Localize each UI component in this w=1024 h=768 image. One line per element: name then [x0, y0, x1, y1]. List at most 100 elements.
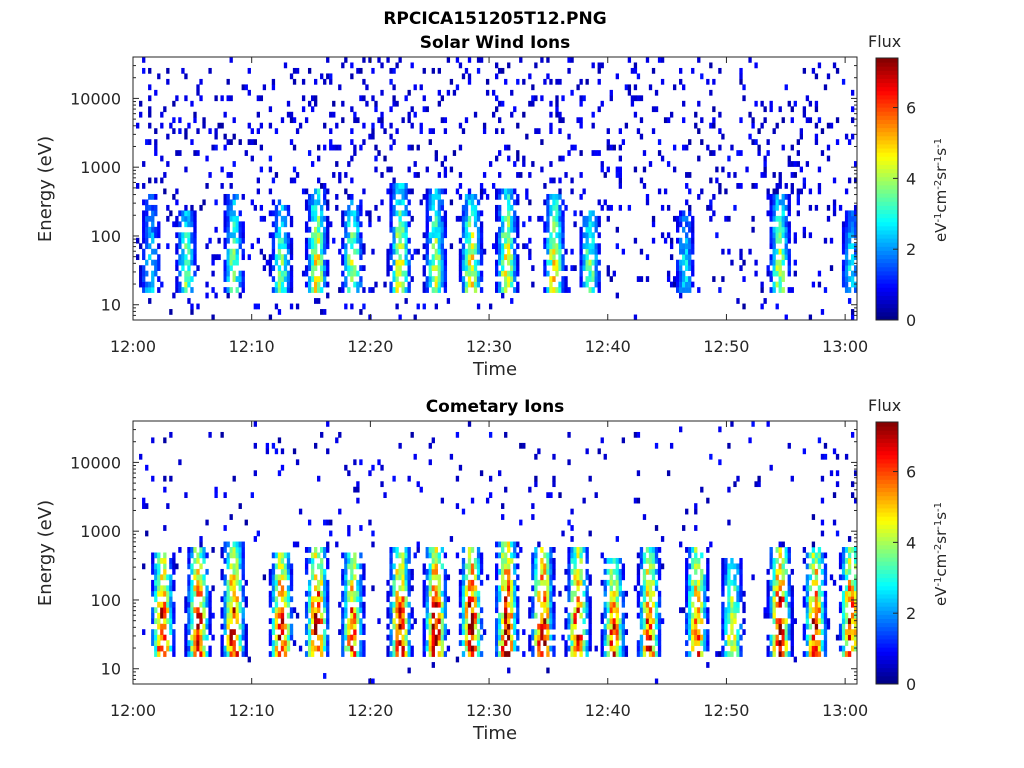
spectrogram-cell	[314, 645, 318, 652]
spectrogram-cell	[338, 177, 342, 184]
spectrogram-cell	[748, 437, 752, 444]
spectrogram-cell	[549, 276, 553, 282]
spectrogram-cell	[772, 574, 776, 581]
spectrogram-cell	[404, 254, 408, 261]
spectrogram-cell	[440, 629, 445, 635]
spectrogram-cell	[585, 276, 589, 282]
spectrogram-cell	[808, 117, 813, 124]
spectrogram-cell	[268, 232, 273, 239]
spectrogram-cell	[473, 111, 478, 118]
spectrogram-cell	[202, 651, 206, 657]
spectrogram-cell	[154, 607, 158, 614]
spectrogram-cell	[235, 221, 239, 228]
spectrogram-cell	[323, 226, 327, 233]
spectrogram-cell	[470, 243, 475, 250]
spectrogram-cell	[516, 172, 520, 178]
spectrogram-cell	[639, 177, 644, 184]
spectrogram-cell	[495, 623, 499, 630]
spectrogram-cell	[609, 579, 613, 586]
spectrogram-cell	[549, 585, 553, 592]
spectrogram-cell	[513, 221, 517, 228]
spectrogram-cell	[651, 67, 656, 74]
spectrogram-cell	[314, 281, 318, 288]
spectrogram-cell	[362, 122, 366, 129]
spectrogram-cell	[639, 634, 644, 641]
spectrogram-cell	[769, 232, 773, 239]
spectrogram-cell	[389, 281, 393, 288]
spectrogram-cell	[178, 150, 182, 156]
spectrogram-cell	[769, 106, 773, 113]
spectrogram-cell	[371, 95, 375, 102]
spectrogram-cell	[645, 601, 650, 608]
spectrogram-cell	[528, 596, 532, 603]
spectrogram-cell	[410, 254, 414, 261]
spectrogram-cell	[549, 557, 553, 564]
spectrogram-cell	[504, 568, 508, 575]
spectrogram-cell	[507, 226, 511, 233]
spectrogram-cell	[434, 155, 438, 162]
spectrogram-cell	[280, 243, 285, 250]
spectrogram-cell	[742, 601, 746, 608]
spectrogram-cell	[495, 601, 499, 608]
spectrogram-cell	[407, 237, 411, 244]
spectrogram-cell	[549, 193, 553, 200]
spectrogram-cell	[425, 226, 429, 233]
spectrogram-cell	[473, 281, 478, 288]
spectrogram-cell	[169, 579, 173, 586]
spectrogram-cell	[320, 221, 324, 228]
spectrogram-cell	[642, 568, 647, 575]
spectrogram-cell	[672, 144, 677, 151]
spectrogram-cell	[274, 232, 279, 239]
spectrogram-cell	[301, 106, 306, 113]
spectrogram-cell	[657, 57, 662, 63]
spectrogram-cell	[304, 590, 309, 597]
spectrogram-cell	[814, 73, 819, 80]
spectrogram-cell	[392, 210, 396, 217]
spectrogram-cell	[531, 265, 535, 271]
spectrogram-cell	[479, 193, 484, 200]
spectrogram-cell	[841, 612, 846, 619]
spectrogram-cell	[727, 248, 731, 255]
spectrogram-cell	[205, 183, 209, 189]
spectrogram-cell	[528, 199, 532, 206]
spectrogram-cell	[461, 265, 466, 271]
spectrogram-cell	[657, 623, 662, 630]
colorbar-step	[876, 602, 898, 607]
spectrogram-cell	[781, 226, 785, 233]
spectrogram-cell	[148, 193, 152, 200]
spectrogram-cell	[603, 640, 607, 646]
spectrogram-cell	[501, 221, 505, 228]
spectrogram-cell	[139, 111, 143, 118]
spectrogram-cell	[733, 601, 737, 608]
spectrogram-cell	[458, 640, 463, 646]
spectrogram-cell	[588, 596, 592, 603]
spectrogram-cell	[766, 645, 770, 652]
spectrogram-cell	[277, 623, 282, 630]
spectrogram-cell	[187, 612, 191, 619]
spectrogram-cell	[461, 204, 466, 211]
spectrogram-cell	[679, 237, 683, 244]
spectrogram-cell	[522, 78, 526, 85]
spectrogram-cell	[392, 640, 396, 646]
spectrogram-cell	[238, 226, 242, 233]
spectrogram-cell	[380, 464, 384, 471]
spectrogram-cell	[280, 640, 285, 646]
spectrogram-cell	[651, 579, 656, 586]
spectrogram-cell	[470, 210, 475, 217]
spectrogram-cell	[694, 585, 698, 592]
spectrogram-cell	[501, 226, 505, 233]
spectrogram-cell	[531, 596, 535, 603]
spectrogram-cell	[223, 574, 227, 581]
spectrogram-cell	[498, 243, 502, 250]
spectrogram-cell	[404, 210, 408, 217]
spectrogram-cell	[335, 437, 339, 444]
spectrogram-cell	[163, 557, 167, 564]
spectrogram-cell	[844, 601, 849, 608]
spectrogram-cell	[808, 204, 813, 211]
spectrogram-cell	[422, 95, 426, 102]
x-tick-label: 12:30	[466, 337, 512, 356]
spectrogram-cell	[666, 232, 671, 239]
spectrogram-cell	[295, 612, 300, 619]
colorbar-step	[876, 671, 898, 677]
spectrogram-cell	[510, 111, 514, 118]
